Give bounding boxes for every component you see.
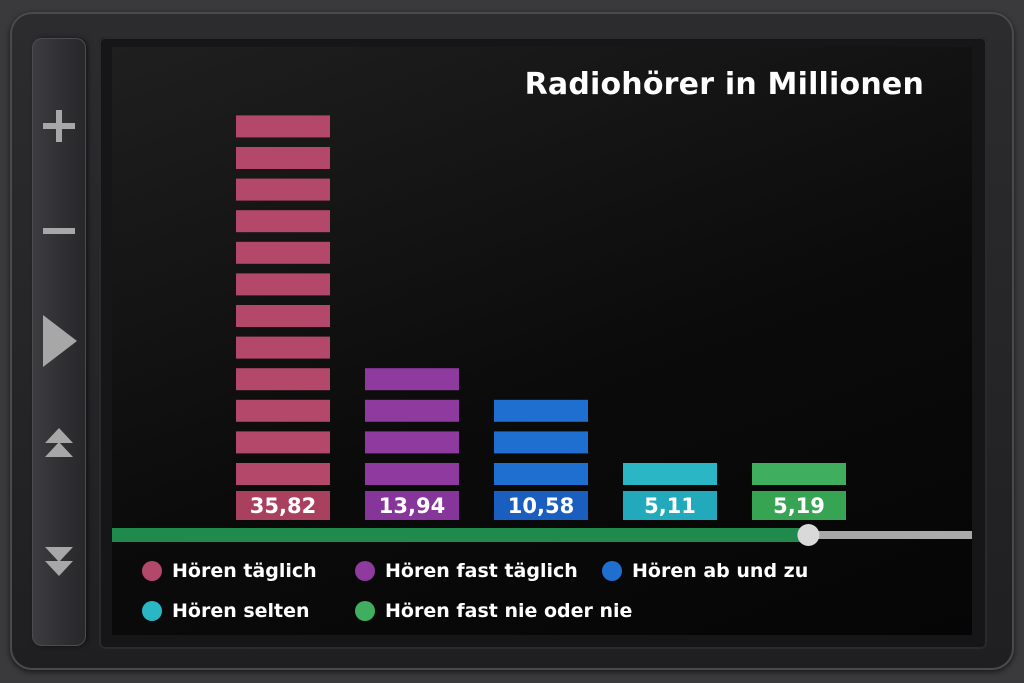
legend-swatch [355,601,375,621]
legend-label: Hören selten [172,600,310,622]
value-label-box [752,491,846,520]
legend-item: Hören ab und zu [602,560,808,582]
play-button[interactable] [32,311,86,371]
bar-group: 5,19 [752,463,846,520]
legend-item: Hören täglich [142,560,317,582]
bar-segment [236,336,330,359]
bar-segment [236,463,330,485]
bar-segment [752,463,846,485]
bar-segment [365,463,459,485]
bar-segment [236,178,330,201]
bar-segment [236,115,330,138]
legend-swatch [355,561,375,581]
bar-segment [623,463,717,485]
value-label-box [236,491,330,520]
plus-icon [43,110,75,142]
chart-screen: Radiohörer in Millionen 35,82 13,94 10,58 5… [112,47,972,635]
bar-segment [494,399,588,422]
value-label-box [623,491,717,520]
chart-legend: Hören täglich Hören fast täglich Hören ab … [112,47,972,635]
data-label: 5,19 [773,494,825,518]
scroll-down-button[interactable] [32,531,86,591]
bar-group: 35,82 [236,115,330,520]
bar-segment [494,463,588,485]
legend-swatch [602,561,622,581]
scroll-up-button[interactable] [32,414,86,474]
legend-item: Hören fast nie oder nie [355,600,632,622]
minus-icon [43,228,75,234]
bar-segment [236,241,330,264]
bar-segment [365,399,459,422]
bar-group: 13,94 [365,368,459,520]
play-icon [43,315,77,367]
legend-item: Hören selten [142,600,310,622]
bar-segment [236,147,330,169]
bar-segment [236,368,330,391]
legend-label: Hören fast nie oder nie [385,600,633,622]
bar-segment [494,431,588,454]
bar-segment [236,210,330,233]
legend-swatch [142,561,162,581]
bar-segment [365,368,459,391]
control-sidebar [32,38,86,646]
chart-title: Radiohörer in Millionen [524,67,924,102]
double-chevron-down-icon [45,547,73,576]
data-label: 13,94 [379,494,445,518]
bar-segment [236,431,330,454]
progress-knob[interactable] [797,524,820,546]
value-label-box [494,491,588,520]
legend-label: Hören ab und zu [632,560,809,582]
progress-fill [112,528,809,542]
legend-item: Hören fast täglich [355,560,578,582]
legend-swatch [142,601,162,621]
legend-label: Hören fast täglich [385,560,578,582]
bar-chart: 35,82 13,94 10,58 5,11 5,19 [112,115,972,546]
data-label: 35,82 [250,494,316,518]
double-chevron-up-icon [45,428,73,457]
bar-segment [236,399,330,422]
data-label: 5,11 [644,494,696,518]
bar-group: 10,58 [494,399,588,520]
volume-down-button[interactable] [32,201,86,261]
volume-up-button[interactable] [32,96,86,156]
bar-group: 5,11 [623,463,717,520]
data-label: 10,58 [508,494,574,518]
value-label-box [365,491,459,520]
bar-segment [236,273,330,296]
legend-label: Hören täglich [172,560,317,582]
bar-segment [236,305,330,327]
bar-segment [365,431,459,454]
